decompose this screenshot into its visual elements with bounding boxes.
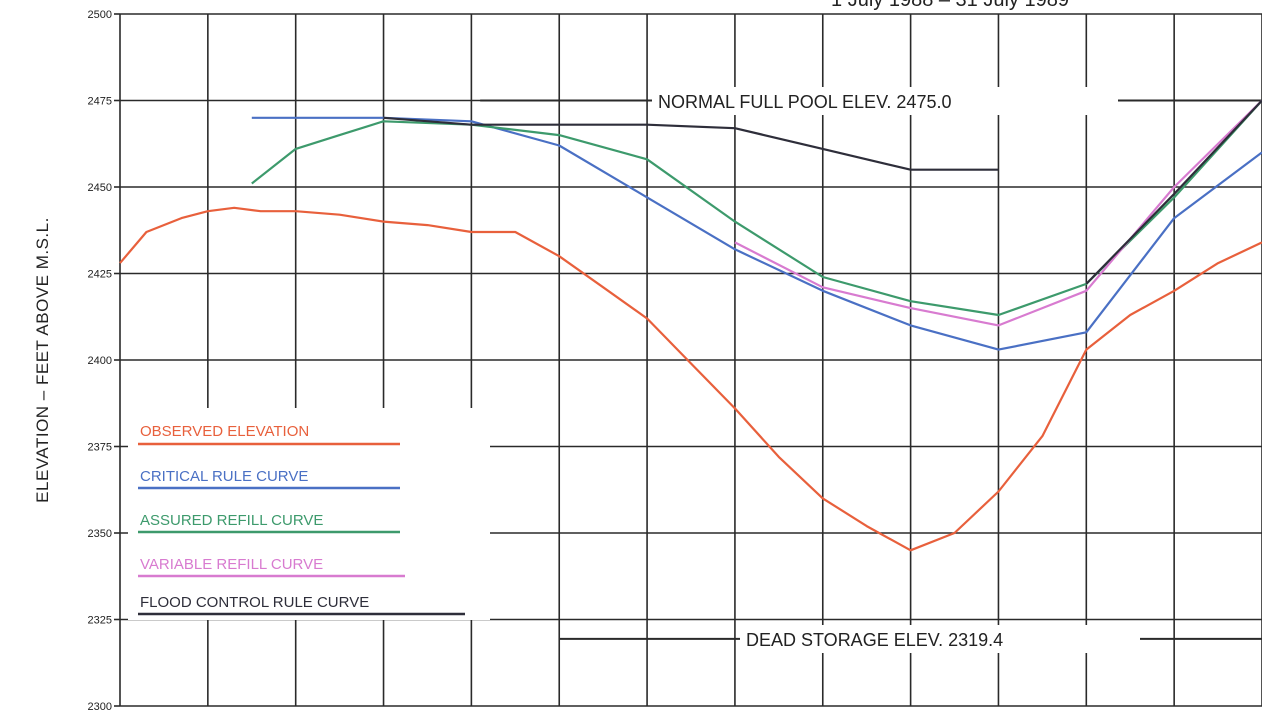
- observed-elevation-line: [119, 206, 1262, 552]
- dead-storage-annotation: DEAD STORAGE ELEV. 2319.4: [746, 630, 1003, 650]
- y-tick-label: 2500: [88, 9, 112, 21]
- y-tick-labels: 2500 2475 2450 2425 2400 2375 2350 2325 2300: [88, 9, 112, 713]
- full-pool-label-bg: [652, 87, 1118, 115]
- flood-control-rule-curve-line: [383, 116, 999, 171]
- critical-rule-curve-line: [251, 116, 1262, 351]
- legend-label-observed: OBSERVED ELEVATION: [140, 423, 309, 440]
- y-tick-label: 2425: [88, 269, 112, 281]
- y-axis-label: ELEVATION – FEET ABOVE M.S.L.: [33, 217, 52, 503]
- y-tick-label: 2400: [88, 355, 112, 367]
- y-tick-label: 2300: [88, 701, 112, 713]
- y-tick-label: 2450: [88, 182, 112, 194]
- assured-refill-curve-line: [251, 99, 1262, 317]
- legend-label-flood-control: FLOOD CONTROL RULE CURVE: [140, 594, 369, 611]
- chart-title: 1 July 1988 – 31 July 1989: [831, 0, 1069, 11]
- legend-label-assured: ASSURED REFILL CURVE: [140, 512, 323, 529]
- series-lines: [119, 99, 1262, 552]
- y-tick-label: 2350: [88, 528, 112, 540]
- full-pool-annotation: NORMAL FULL POOL ELEV. 2475.0: [658, 92, 951, 112]
- legend-label-critical: CRITICAL RULE CURVE: [140, 468, 308, 485]
- flood-control-rule-curve-line-segment: [1085, 99, 1262, 285]
- legend-label-variable: VARIABLE REFILL CURVE: [140, 556, 323, 573]
- y-tick-label: 2375: [88, 442, 112, 454]
- legend: OBSERVED ELEVATION CRITICAL RULE CURVE A…: [128, 408, 490, 620]
- dead-storage-label-bg: [740, 625, 1140, 653]
- variable-refill-curve-line: [734, 99, 1262, 327]
- y-tick-label: 2475: [88, 96, 112, 108]
- y-tick-label: 2325: [88, 615, 112, 627]
